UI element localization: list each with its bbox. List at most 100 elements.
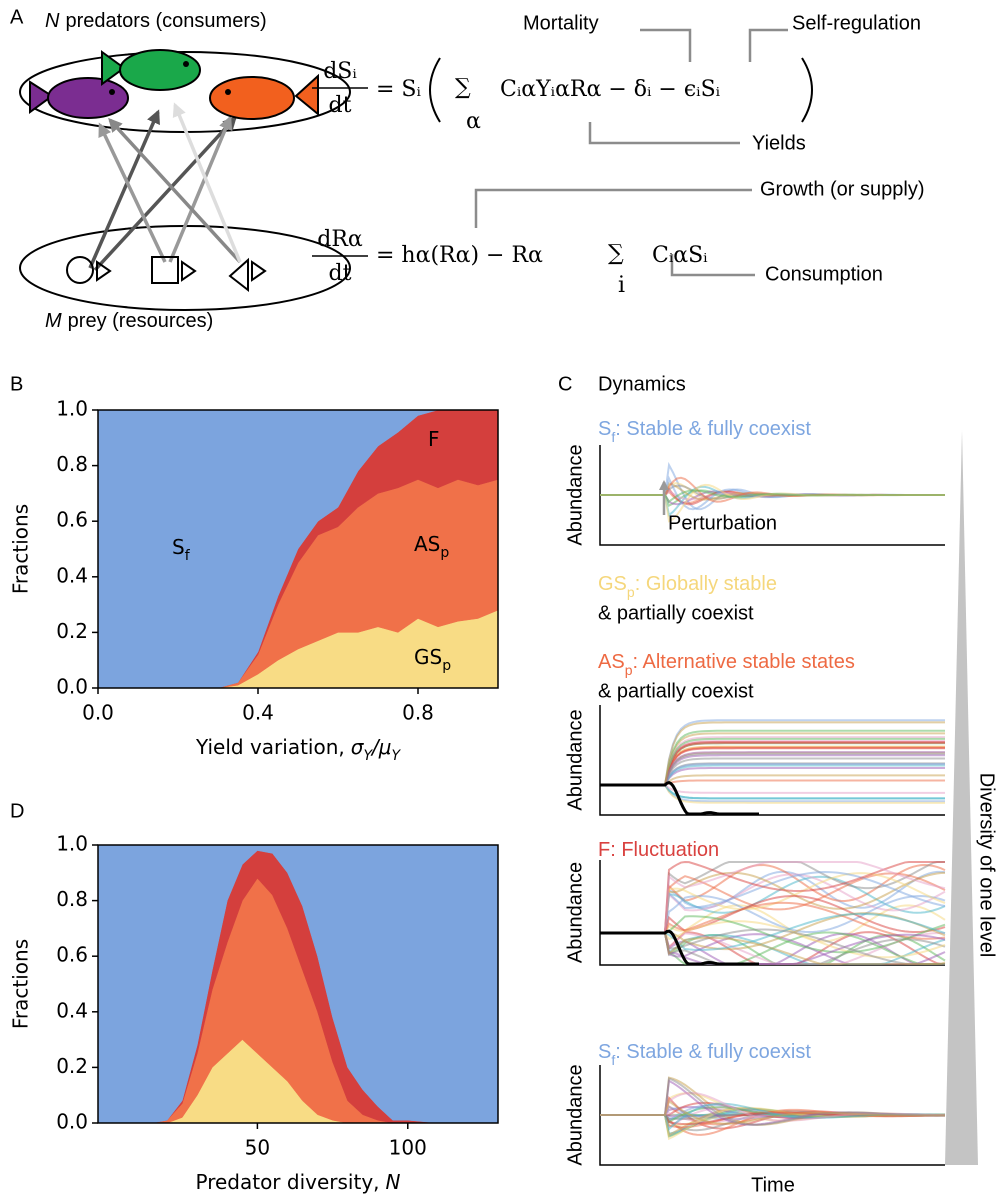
eq-rhs: = Sᵢ	[376, 77, 421, 102]
x-axis-label: Predator diversity, N	[195, 1170, 400, 1194]
y-tick-label: 1.0	[56, 397, 88, 421]
fish-green	[101, 49, 201, 91]
fish-purple	[29, 77, 129, 119]
y-tick-label: 0.4	[56, 998, 88, 1022]
y-axis-label: Abundance	[564, 1064, 586, 1165]
trajectory	[600, 736, 945, 786]
trajectory	[600, 737, 945, 786]
paren	[801, 57, 813, 123]
paren	[429, 57, 441, 123]
trajectory	[600, 784, 945, 803]
annotation: Consumption	[765, 263, 883, 285]
subscript: f	[185, 548, 191, 564]
axes	[599, 445, 945, 546]
state-label: & partially coexist	[598, 602, 754, 624]
eq-numerator: dRα	[317, 227, 363, 252]
side-label: Diversity of one level	[976, 773, 998, 958]
trajectory	[600, 784, 945, 794]
trajectory	[600, 485, 946, 517]
region-label: Sf	[172, 535, 191, 565]
text-part: GS	[414, 645, 442, 669]
trajectory	[600, 784, 945, 800]
panel-label: A	[10, 6, 24, 28]
text-part: Predator diversity,	[195, 1170, 379, 1194]
trajectory	[600, 763, 945, 786]
state-label: F: Fluctuation	[598, 839, 719, 861]
subscript: f	[611, 1052, 615, 1068]
annotation: Self-regulation	[792, 12, 921, 34]
y-tick-label: 0.8	[56, 887, 88, 911]
y-tick-label: 0.0	[56, 675, 88, 699]
y-tick-label: 0.8	[56, 452, 88, 476]
state-label: Sf: Stable & fully coexist	[598, 1041, 811, 1067]
panel-label: C	[558, 373, 572, 395]
eq-denominator: dt	[329, 93, 352, 118]
state-label: GSp: Globally stable	[598, 573, 777, 599]
arrow	[108, 117, 242, 264]
text-part: F	[428, 427, 440, 451]
extinct-trajectory	[600, 929, 759, 966]
trajectory	[600, 774, 945, 786]
annotation: Growth (or supply)	[760, 178, 925, 200]
connector	[588, 122, 740, 145]
text-part: N	[45, 10, 60, 32]
trajectory	[600, 754, 945, 786]
y-axis-label: Abundance	[564, 709, 586, 810]
subscript: Y	[391, 748, 401, 764]
y-tick-label: 0.6	[56, 943, 88, 967]
connector	[640, 28, 692, 62]
y-tick-label: 0.2	[56, 619, 88, 643]
trajectory	[600, 757, 945, 786]
prey-ellipse	[19, 225, 351, 311]
trajectory	[600, 719, 945, 786]
subscript: p	[440, 545, 449, 561]
state-label: ASp: Alternative stable states	[598, 651, 855, 677]
trajectory	[600, 932, 946, 965]
trajectory	[600, 1079, 946, 1126]
trajectory	[600, 871, 946, 934]
trajectory	[600, 873, 946, 934]
connector	[474, 188, 752, 228]
text-part: N	[386, 1170, 401, 1194]
text-part: predators (consumers)	[65, 10, 266, 32]
trajectory	[600, 932, 946, 965]
axes	[599, 705, 945, 816]
eq-sum-index: α	[466, 109, 481, 134]
eq-denominator: dt	[329, 261, 352, 286]
annotation: Yields	[752, 132, 806, 154]
trajectory	[600, 489, 946, 503]
text-part: S	[598, 418, 611, 440]
trajectory	[600, 742, 945, 786]
arrow	[88, 109, 160, 269]
y-axis-label: Fractions	[9, 939, 33, 1029]
trajectory	[600, 764, 945, 786]
eq-sum-index: i	[618, 273, 625, 298]
trajectory	[600, 729, 945, 786]
text-part: : Stable & fully coexist	[615, 1041, 811, 1063]
trajectory	[600, 784, 945, 804]
perturbation-label: Perturbation	[668, 512, 777, 534]
plot-frame	[97, 844, 499, 1124]
arrow	[168, 115, 233, 263]
region-label: F	[428, 427, 440, 451]
connector	[670, 254, 755, 277]
text-part: σ	[351, 735, 365, 759]
food-web-diagram	[19, 28, 813, 311]
text-part: prey (resources)	[68, 310, 214, 332]
prey-icons	[66, 256, 267, 293]
trajectory	[600, 860, 945, 934]
trajectory	[600, 766, 945, 786]
panel-label: D	[10, 800, 24, 822]
text-part: S	[598, 1041, 611, 1063]
trajectory	[600, 461, 946, 511]
region-label: ASp	[414, 532, 449, 562]
trajectory	[600, 732, 945, 786]
trajectory	[600, 747, 945, 786]
x-tick-label: 100	[389, 1136, 427, 1160]
axes	[599, 1065, 945, 1166]
y-tick-label: 0.0	[56, 1110, 88, 1134]
trajectory	[600, 779, 945, 786]
trajectory	[600, 861, 946, 934]
